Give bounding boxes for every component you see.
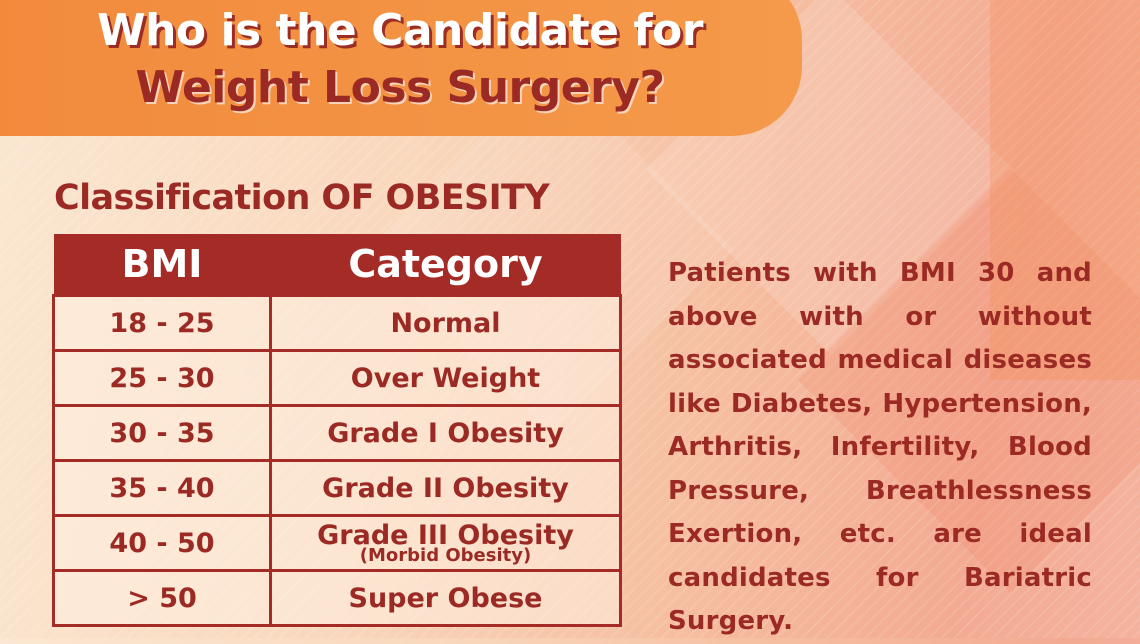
table-row: > 50 Super Obese [52, 569, 622, 627]
section-title: Classification OF OBESITY [54, 178, 550, 218]
column-header-bmi: BMI [53, 234, 271, 296]
title-banner [0, 0, 802, 136]
category-cell: Grade III Obesity (Morbid Obesity) [269, 514, 622, 572]
category-cell: Normal [269, 294, 622, 352]
table-row: 30 - 35 Grade I Obesity [52, 404, 622, 462]
bmi-cell: > 50 [52, 569, 272, 627]
column-header-category: Category [270, 234, 621, 296]
obesity-classification-table: BMI Category 18 - 25 Normal 25 - 30 Over… [52, 234, 622, 627]
table-header-row: BMI Category [53, 234, 621, 296]
bmi-cell: 18 - 25 [52, 294, 272, 352]
category-cell: Grade II Obesity [269, 459, 622, 517]
table-row: 40 - 50 Grade III Obesity (Morbid Obesit… [52, 514, 622, 572]
candidate-description: Patients with BMI 30 and above with or w… [668, 258, 1092, 636]
category-cell: Grade I Obesity [269, 404, 622, 462]
bmi-cell: 30 - 35 [52, 404, 272, 462]
title-line-2: Weight Loss Surgery? [135, 62, 665, 113]
category-label: Grade III Obesity [317, 520, 574, 551]
category-cell: Super Obese [269, 569, 622, 627]
bmi-cell: 40 - 50 [52, 514, 272, 572]
bmi-cell: 25 - 30 [52, 349, 272, 407]
table-row: 25 - 30 Over Weight [52, 349, 622, 407]
table-row: 35 - 40 Grade II Obesity [52, 459, 622, 517]
title-line-1: Who is the Candidate for [97, 5, 703, 56]
category-cell: Over Weight [269, 349, 622, 407]
table-row: 18 - 25 Normal [52, 294, 622, 352]
page-title: Who is the Candidate for Weight Loss Sur… [0, 0, 800, 116]
bmi-cell: 35 - 40 [52, 459, 272, 517]
category-note: (Morbid Obesity) [359, 545, 532, 566]
